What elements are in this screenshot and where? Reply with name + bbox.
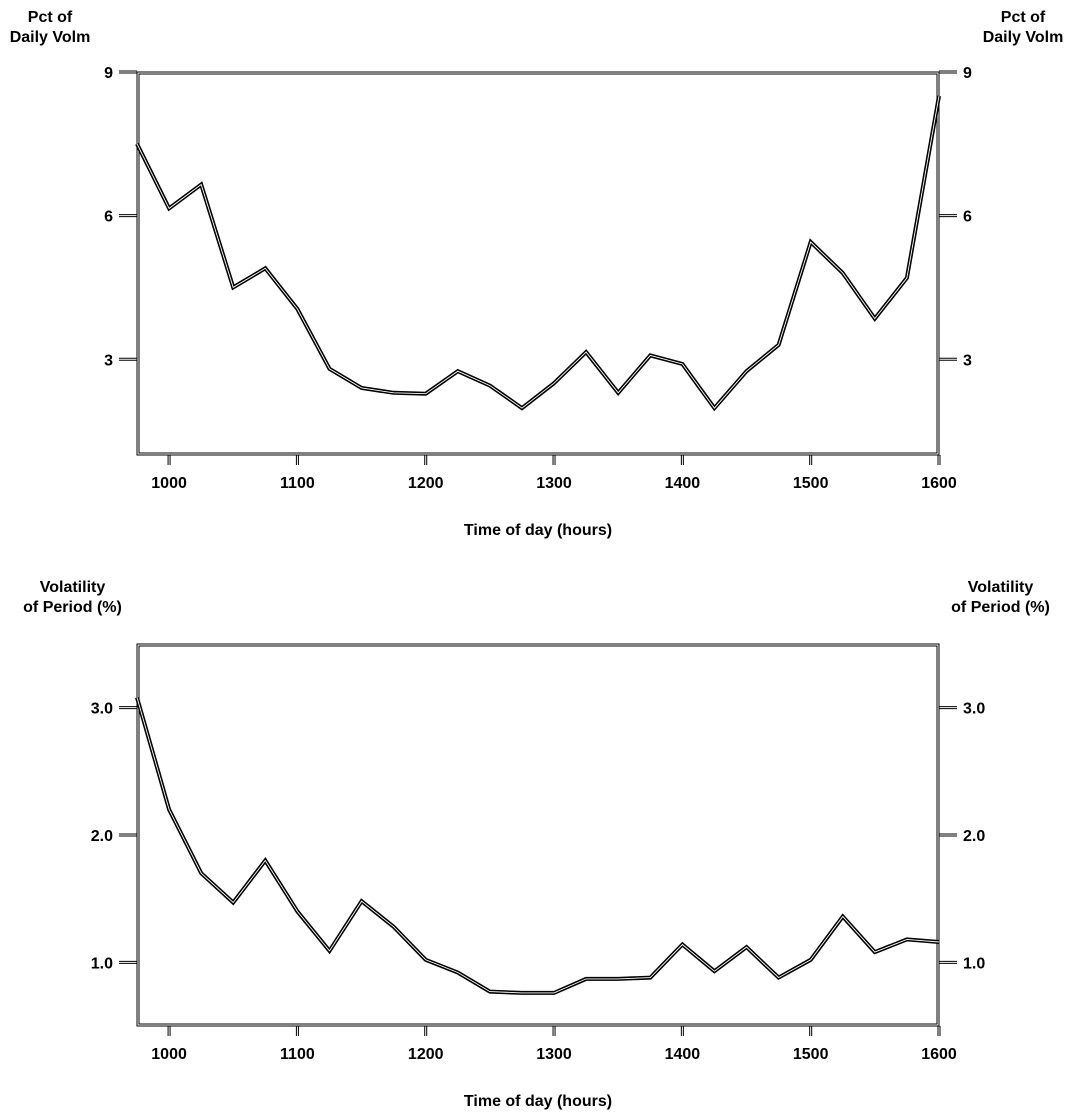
y-axis-label-right: Volatility of Period (%): [951, 579, 1050, 616]
y-tick-right: [939, 357, 957, 361]
x-tick-label: 1200: [408, 475, 444, 492]
y-tick-left: [119, 214, 137, 218]
plot-frame: [136, 71, 940, 456]
y-tick-label-right: 2.0: [963, 828, 985, 845]
y-tick-label-left: 2.0: [91, 828, 113, 845]
x-tick-label: 1400: [665, 1046, 701, 1063]
x-tick: [809, 455, 813, 465]
y-tick-left: [119, 706, 137, 710]
x-tick: [424, 1026, 428, 1036]
x-tick-label: 1500: [793, 1046, 829, 1063]
y-tick-label-left: 9: [104, 65, 113, 82]
y-tick-label-left: 3: [104, 352, 113, 369]
x-axis-label: Time of day (hours): [464, 522, 612, 539]
x-tick-label: 1100: [280, 1046, 315, 1063]
y-tick-left: [119, 960, 137, 964]
x-tick: [680, 455, 684, 465]
x-tick-label: 1000: [151, 475, 187, 492]
y-tick-label-right: 9: [963, 65, 972, 82]
y-tick-label-left: 3.0: [91, 701, 113, 718]
y-tick-label-right: 3: [963, 352, 972, 369]
y-tick-right: [939, 214, 957, 218]
y-axis-label-left: Pct of Daily Volm: [9, 9, 91, 46]
x-tick-label: 1400: [665, 475, 701, 492]
x-tick: [937, 1026, 941, 1036]
x-tick-label: 1200: [408, 1046, 444, 1063]
x-tick: [295, 455, 299, 465]
volatility-plot: 1000 1100 1200 1300 1400 1500 1600 1.0 1.0 2.0 2.0…: [91, 643, 985, 1110]
y-tick-right: [939, 70, 957, 74]
y-tick-label-left: 1.0: [91, 955, 113, 972]
y-tick-label-right: 6: [963, 209, 972, 226]
series-line: [135, 696, 940, 995]
y-tick-label-right: 3.0: [963, 701, 985, 718]
x-tick-label: 1500: [793, 475, 829, 492]
volume-plot: 1000 1100 1200 1300 1400 1500 1600 3 3 6 6 9 9 Time o…: [104, 65, 972, 539]
y-tick-right: [939, 706, 957, 710]
y-tick-label-left: 6: [104, 209, 113, 226]
y-tick-right: [939, 960, 957, 964]
x-tick-label: 1600: [921, 475, 957, 492]
x-axis-label: Time of day (hours): [464, 1093, 612, 1110]
x-tick: [937, 455, 941, 465]
y-axis-label-left: Volatility of Period (%): [23, 579, 122, 616]
x-tick: [809, 1026, 813, 1036]
x-tick: [680, 1026, 684, 1036]
x-tick: [295, 1026, 299, 1036]
x-tick: [552, 1026, 556, 1036]
x-tick: [424, 455, 428, 465]
x-tick: [167, 1026, 171, 1036]
x-tick-label: 1300: [536, 1046, 572, 1063]
x-tick-label: 1600: [921, 1046, 957, 1063]
y-tick-left: [119, 357, 137, 361]
y-tick-left: [119, 70, 137, 74]
x-tick-label: 1100: [280, 475, 315, 492]
y-tick-right: [939, 833, 957, 837]
y-axis-label-right: Pct of Daily Volm: [982, 9, 1064, 46]
series-line: [135, 95, 941, 412]
volume-chart: Pct of Daily Volm Pct of Daily Volm 1000…: [0, 0, 1073, 548]
x-tick-label: 1300: [536, 475, 572, 492]
y-tick-left: [119, 833, 137, 837]
volatility-chart: Volatility of Period (%) Volatility of P…: [0, 572, 1073, 1114]
y-tick-label-right: 1.0: [963, 955, 985, 972]
plot-frame: [136, 643, 940, 1027]
x-tick: [167, 455, 171, 465]
x-tick-label: 1000: [151, 1046, 187, 1063]
x-tick: [552, 455, 556, 465]
